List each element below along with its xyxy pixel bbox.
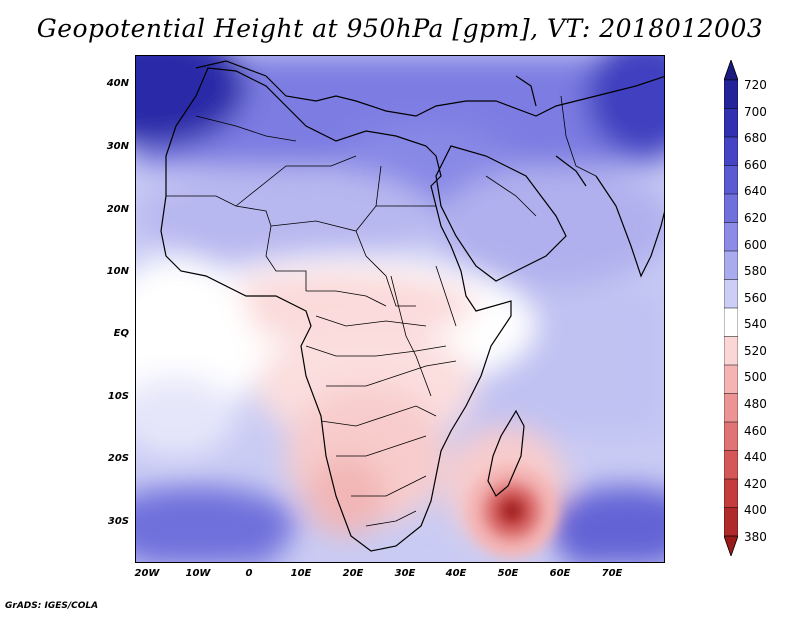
coastlines	[160, 60, 664, 552]
colorbar-level-label: 540	[744, 317, 767, 332]
map-plot-area	[135, 55, 665, 563]
lon-label-20e: 20E	[342, 568, 364, 579]
colorbar-level-label: 700	[744, 104, 767, 119]
colorbar-swatch	[724, 79, 738, 110]
colorbar	[724, 60, 738, 556]
colorbar-level-label: 680	[744, 131, 767, 146]
lat-label-20n: 20N	[106, 204, 129, 215]
lon-label-60e: 60E	[549, 568, 571, 579]
colorbar-swatch	[724, 393, 738, 423]
colorbar-swatch	[724, 250, 738, 281]
lat-label-30n: 30N	[106, 141, 129, 152]
colorbar-level-label: 460	[744, 423, 767, 438]
colorbar-level-label: 620	[744, 210, 767, 225]
lat-label-40n: 40N	[106, 78, 129, 89]
colorbar-swatch	[724, 336, 738, 366]
colorbar-level-label: 480	[744, 397, 767, 412]
colorbar-level-label: 400	[744, 503, 767, 518]
colorbar-level-label: 440	[744, 450, 767, 465]
colorbar-swatch	[724, 165, 738, 195]
colorbar-bottom-triangle	[724, 535, 738, 556]
lon-label-20w: 20W	[134, 568, 160, 579]
lon-label-0: 0	[245, 568, 253, 579]
colorbar-top-triangle	[724, 60, 738, 81]
colorbar-level-label: 600	[744, 237, 767, 252]
lon-label-40e: 40E	[445, 568, 467, 579]
colorbar-swatch	[724, 279, 738, 309]
lat-label-20s: 20S	[107, 453, 129, 464]
lat-label-30s: 30S	[107, 516, 129, 527]
grads-credit: GrADS: IGES/COLA	[5, 601, 99, 611]
colorbar-level-label: 560	[744, 290, 767, 305]
colorbar-level-label: 500	[744, 370, 767, 385]
country-borders	[166, 95, 597, 527]
lat-label-10n: 10N	[106, 266, 129, 277]
lon-label-50e: 50E	[497, 568, 519, 579]
colorbar-swatch	[724, 507, 738, 537]
colorbar-swatch	[724, 421, 738, 452]
colorbar-swatch	[724, 307, 738, 338]
geopotential-map	[136, 56, 664, 562]
lon-label-30e: 30E	[394, 568, 416, 579]
lon-label-70e: 70E	[601, 568, 623, 579]
colorbar-level-label: 420	[744, 476, 767, 491]
lon-label-10w: 10W	[185, 568, 211, 579]
colorbar-level-label: 660	[744, 157, 767, 172]
colorbar-level-label: 380	[744, 530, 767, 544]
colorbar-swatch	[724, 108, 738, 138]
map-title: Geopotential Height at 950hPa [gpm], VT:…	[36, 14, 764, 43]
colorbar-swatch	[724, 364, 738, 395]
colorbar-level-label: 720	[744, 78, 767, 92]
colorbar-swatch	[724, 193, 738, 224]
colorbar-swatch	[724, 450, 738, 480]
colorbar-level-label: 580	[744, 264, 767, 279]
colorbar-level-label: 520	[744, 343, 767, 358]
lat-label-10s: 10S	[107, 391, 129, 402]
colorbar-level-label: 640	[744, 184, 767, 199]
colorbar-swatch	[724, 478, 738, 509]
lat-label-eq: EQ	[113, 328, 129, 339]
lon-label-10e: 10E	[290, 568, 312, 579]
low-pressure-center	[466, 465, 558, 557]
colorbar-swatch	[724, 222, 738, 252]
colorbar-swatch	[724, 136, 738, 167]
